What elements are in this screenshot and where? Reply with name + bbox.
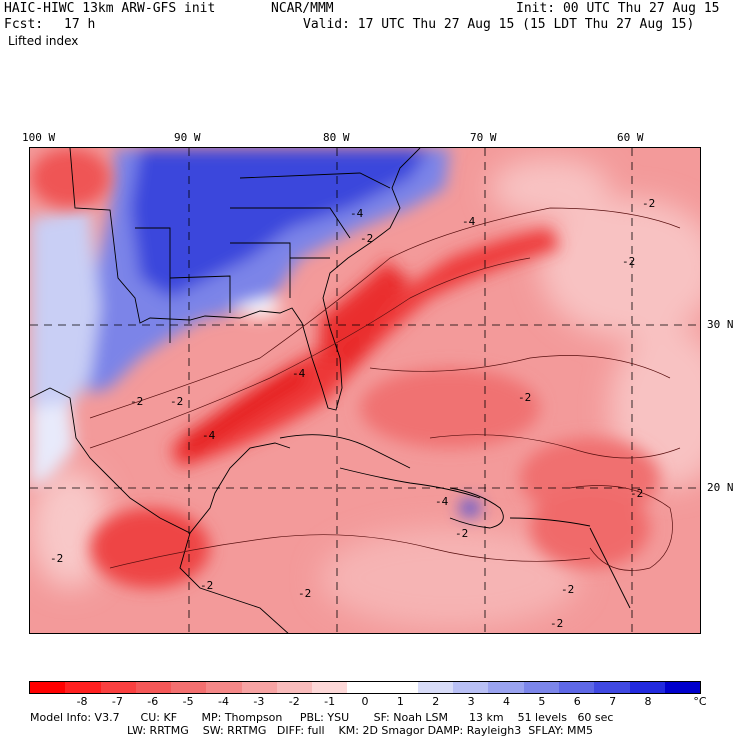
contour-label: -2 <box>130 395 144 408</box>
map-canvas <box>30 148 700 633</box>
lon-label-100w: 100 W <box>22 131 56 144</box>
colorbar <box>29 681 701 694</box>
colorbar-cell <box>629 682 665 693</box>
colorbar-cell <box>171 682 207 693</box>
colorbar-unit: °C <box>693 695 707 708</box>
lon-label-70w: 70 W <box>470 131 497 144</box>
colorbar-tick-label: -2 <box>288 695 300 708</box>
colorbar-cell <box>417 682 454 693</box>
lon-label-90w: 90 W <box>174 131 201 144</box>
colorbar-cell <box>594 682 630 693</box>
contour-label: -2 <box>630 487 644 500</box>
coastlines <box>30 148 631 633</box>
contour-label: -2 <box>170 395 184 408</box>
colorbar-cell <box>30 682 66 693</box>
colorbar-cell <box>558 682 595 693</box>
lon-label-80w: 80 W <box>323 131 350 144</box>
lat-label-20n: 20 N <box>707 481 734 494</box>
colorbar-tick-label: 7 <box>609 695 617 708</box>
colorbar-cell <box>664 682 701 693</box>
colorbar-cell <box>100 682 136 693</box>
lifted-index-map: -2 -4 -2 -2 -4 -2 -4 -2 -2 -2 -2 -4 -2 -… <box>29 147 701 634</box>
footer-physics-info: LW: RRTMG SW: RRTMG DIFF: full KM: 2D Sm… <box>127 724 593 737</box>
contour-label: -4 <box>350 207 364 220</box>
colorbar-tick-label: -6 <box>147 695 159 708</box>
contour-label: -2 <box>455 527 469 540</box>
northwest-pocket <box>30 148 110 208</box>
colorbar-cell <box>206 682 242 693</box>
colorbar-cell <box>312 682 348 693</box>
weak-negative-zones <box>30 158 700 628</box>
colorbar-tick-label: 2 <box>432 695 440 708</box>
field-title: Lifted index <box>8 34 79 48</box>
contour-label: -2 <box>50 552 64 565</box>
colorbar-tick-label: 3 <box>467 695 475 708</box>
positive-region <box>30 148 480 516</box>
lat-label-30n: 30 N <box>707 318 734 331</box>
contour-label: -4 <box>462 215 476 228</box>
colorbar-tick-label: -8 <box>76 695 88 708</box>
colorbar-cell <box>488 682 524 693</box>
colorbar-tick-label: 6 <box>573 695 581 708</box>
contour-label: -2 <box>622 255 636 268</box>
colorbar-cell <box>453 682 489 693</box>
contour-label: -2 <box>561 583 575 596</box>
colorbar-cell <box>65 682 101 693</box>
forecast-hour: 17 h <box>64 17 96 32</box>
contour-label: -2 <box>518 391 532 404</box>
valid-time: Valid: 17 UTC Thu 27 Aug 15 (15 LDT Thu … <box>303 17 695 32</box>
org-label: NCAR/MMM <box>271 1 334 16</box>
init-time: Init: 00 UTC Thu 27 Aug 15 <box>516 1 720 16</box>
footer-model-info: Model Info: V3.7 CU: KF MP: Thompson PBL… <box>30 711 614 724</box>
colorbar-tick-label: 1 <box>396 695 404 708</box>
contour-label: -4 <box>435 495 449 508</box>
colorbar-tick-label: -4 <box>218 695 229 708</box>
colorbar-cell <box>523 682 559 693</box>
colorbar-tick-label: 0 <box>361 695 369 708</box>
lon-label-60w: 60 W <box>617 131 644 144</box>
contour-label: -2 <box>360 232 374 245</box>
contour-label: -2 <box>200 579 214 592</box>
colorbar-tick-label: -5 <box>182 695 194 708</box>
colorbar-cell <box>276 682 313 693</box>
colorbar-cell <box>241 682 277 693</box>
contour-label: -2 <box>642 197 656 210</box>
colorbar-tick-label: 5 <box>538 695 546 708</box>
colorbar-cell <box>347 682 383 693</box>
colorbar-tick-label: 8 <box>644 695 652 708</box>
colorbar-tick-label: -1 <box>324 695 336 708</box>
forecast-label: Fcst: <box>4 17 44 32</box>
contour-label: -2 <box>550 617 564 630</box>
contours <box>89 207 681 571</box>
colorbar-tick-label: -7 <box>111 695 123 708</box>
contour-label: -4 <box>292 367 306 380</box>
contour-label: -2 <box>298 587 312 600</box>
colorbar-cell <box>382 682 418 693</box>
colorbar-cell <box>135 682 172 693</box>
model-title: HAIC-HIWC 13km ARW-GFS init <box>4 1 216 16</box>
colorbar-tick-label: 4 <box>502 695 510 708</box>
latlon-grid <box>30 148 700 633</box>
colorbar-tick-label: -3 <box>253 695 265 708</box>
contour-label: -4 <box>202 429 216 442</box>
